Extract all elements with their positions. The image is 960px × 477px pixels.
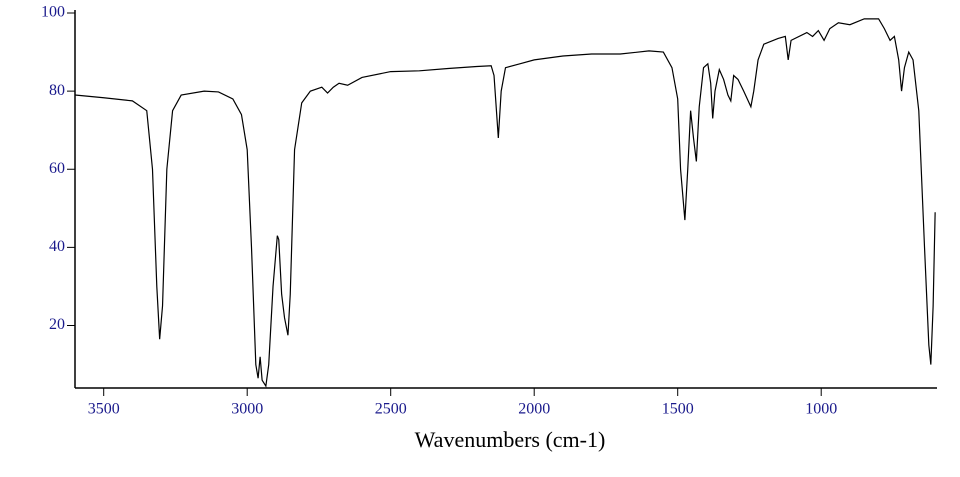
y-tick-label: 60 bbox=[49, 160, 65, 177]
x-tick-label: 2500 bbox=[375, 401, 407, 418]
x-tick-label: 1000 bbox=[805, 401, 837, 418]
y-tick-label: 80 bbox=[49, 82, 65, 99]
x-tick-label: 3500 bbox=[88, 401, 120, 418]
x-tick-label: 2000 bbox=[518, 401, 550, 418]
y-tick-label: 20 bbox=[49, 316, 65, 333]
x-axis-label: Wavenumbers (cm-1) bbox=[415, 427, 606, 452]
y-tick-label: 40 bbox=[49, 238, 65, 255]
x-tick-label: 3000 bbox=[231, 401, 263, 418]
x-tick-label: 1500 bbox=[662, 401, 694, 418]
spectrum-line bbox=[74, 18, 936, 388]
y-tick-label: 100 bbox=[41, 4, 65, 21]
